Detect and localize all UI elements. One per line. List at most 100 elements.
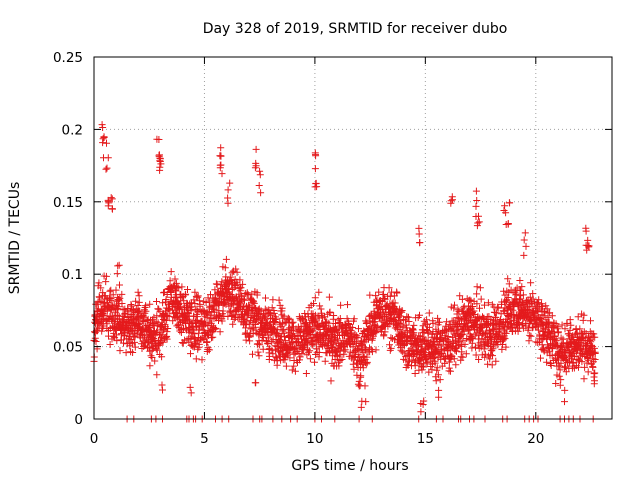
data-point [425,309,433,317]
y-tick-label: 0.15 [53,195,83,211]
data-point [177,329,185,336]
data-point [254,348,262,356]
data-point [561,364,568,372]
data-point [262,294,269,302]
data-point [484,360,492,368]
data-point [344,301,351,309]
data-point [416,239,424,246]
data-point [350,315,358,323]
data-point [454,306,462,314]
data-point [380,291,387,298]
data-point [239,280,247,288]
data-point [591,350,599,357]
data-point [259,345,267,353]
data-point [99,139,107,147]
data-point [476,339,484,347]
data-point [103,139,110,147]
data-point [450,355,458,363]
plot-border [93,56,613,420]
data-point [481,301,488,309]
data-point [113,337,121,345]
data-point [573,348,581,356]
data-point [100,134,108,141]
data-point [591,356,599,363]
data-point [355,377,363,385]
data-point [126,312,134,320]
data-point [102,272,110,280]
data-point [458,348,466,356]
data-point [416,355,424,363]
data-point [272,353,280,361]
data-point [448,193,456,201]
data-point [218,317,226,325]
data-point [257,189,265,197]
data-point [153,346,161,354]
data-point [519,291,527,299]
data-point [527,332,535,340]
data-point [178,283,186,291]
data-point [481,353,489,361]
data-point [520,236,528,244]
data-point [245,320,253,328]
data-point [103,164,111,172]
data-point [589,343,597,351]
data-point [517,286,525,294]
data-point [502,329,510,337]
data-point [109,291,117,299]
data-point [568,332,576,340]
data-point [420,363,427,371]
data-point [102,278,110,286]
data-point [309,340,317,348]
data-point [400,349,408,357]
data-point [288,327,296,335]
data-point [122,349,130,357]
data-point [330,312,338,319]
data-point [348,324,356,331]
data-point [501,202,509,210]
data-point [473,283,481,291]
data-point [590,344,598,352]
data-point [179,339,187,347]
data-point [96,319,104,327]
y-tick-label: 0.1 [62,267,83,283]
data-point [475,356,483,363]
data-point [489,345,497,353]
data-point [368,348,376,356]
data-point [417,408,425,416]
data-point [303,318,310,326]
data-point [358,360,366,368]
data-point [166,277,174,285]
data-point [584,356,592,364]
data-point [200,335,208,343]
data-point [131,343,139,351]
data-point [380,332,388,340]
data-point [521,229,529,237]
data-point [524,312,532,320]
data-point [493,303,501,311]
data-point [357,373,365,381]
data-point [468,334,476,342]
data-point [558,321,566,329]
data-point [435,393,443,401]
data-point [129,349,137,356]
data-point [501,335,509,343]
data-point [470,307,478,315]
data-point [187,307,195,315]
data-point [561,386,569,394]
data-point [557,376,565,384]
data-point [187,350,194,358]
data-point [475,218,483,226]
data-point [163,335,171,343]
data-point [469,303,476,310]
data-point [109,205,116,213]
data-point [504,220,512,228]
data-point [566,316,574,324]
data-point [462,350,470,358]
data-point [337,301,345,309]
data-point [135,298,143,306]
data-point [222,255,230,263]
data-point [107,296,115,304]
data-point [591,369,599,377]
data-point [327,377,335,385]
data-point [372,323,380,331]
